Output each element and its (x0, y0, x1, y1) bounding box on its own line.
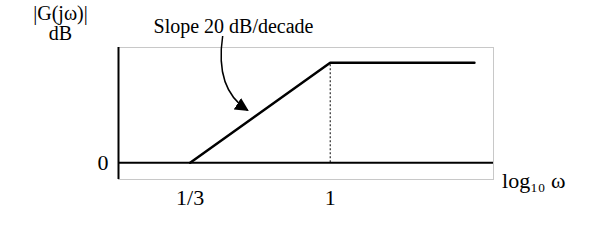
svg-text:log₁₀ ω: log₁₀ ω (502, 168, 565, 193)
svg-text:Slope 20 dB/decade: Slope 20 dB/decade (154, 15, 314, 38)
svg-text:1: 1 (325, 185, 336, 210)
svg-text:1/3: 1/3 (176, 185, 204, 210)
svg-text:|G(jω)|dB: |G(jω)|dB (33, 2, 88, 44)
svg-text:0: 0 (98, 150, 109, 175)
